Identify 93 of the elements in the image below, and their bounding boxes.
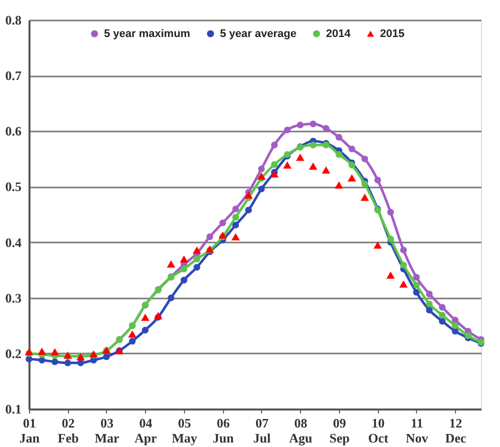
point [400, 262, 407, 268]
point [387, 208, 394, 216]
point [413, 274, 420, 281]
point [192, 246, 202, 254]
point [283, 161, 292, 169]
x-tick-label: 12 Dec [445, 416, 466, 446]
point [206, 233, 214, 240]
y-tick-label: 0.7 [5, 68, 22, 84]
point [322, 166, 330, 174]
point [374, 241, 382, 249]
x-tick-label: 07 Jul [253, 416, 272, 446]
point [310, 120, 316, 128]
point [194, 264, 200, 271]
y-tick-label: 0.5 [5, 179, 22, 194]
point [348, 146, 356, 152]
y-tick-label: 0.8 [5, 12, 22, 28]
point [360, 194, 369, 201]
point [271, 142, 278, 148]
point [296, 154, 304, 161]
point [271, 161, 278, 168]
point [438, 304, 446, 311]
point [38, 348, 46, 355]
point [426, 300, 433, 308]
point [180, 276, 188, 284]
x-tick-label: 04 Apr [134, 416, 158, 446]
point [374, 176, 382, 184]
y-tick-label: 0.3 [5, 290, 22, 306]
point [308, 162, 318, 170]
point [361, 180, 368, 188]
point [194, 256, 200, 262]
point [180, 255, 188, 263]
point [128, 338, 136, 345]
point [336, 151, 342, 158]
point [232, 206, 239, 212]
legend-label: 2015 [380, 28, 404, 40]
y-tick-label: 0.1 [5, 402, 22, 416]
point [50, 348, 60, 356]
point [310, 142, 316, 148]
x-tick-label: 06 Jun [212, 416, 234, 446]
point [258, 166, 265, 172]
x-tick-label: 11 Nov [406, 416, 429, 446]
point [336, 134, 342, 141]
point [400, 246, 407, 254]
x-tick-label: 09 Sep [329, 416, 350, 446]
y-tick-label: 0.2 [5, 346, 22, 361]
point [322, 125, 330, 132]
point [244, 191, 253, 199]
point [413, 282, 420, 288]
point [232, 222, 239, 228]
point [452, 322, 459, 329]
point [284, 126, 291, 134]
point [438, 318, 446, 325]
point [26, 356, 32, 362]
point [168, 294, 174, 302]
point [128, 330, 136, 338]
legend-label: 2014 [326, 28, 352, 40]
legend-label: 5 year average [220, 28, 296, 40]
point [361, 156, 368, 162]
point [180, 266, 188, 272]
x-tick-label: 03 Mar [94, 416, 120, 446]
point [257, 172, 266, 180]
point [452, 328, 459, 335]
point [464, 332, 472, 339]
x-tick-label: 08 Agu [289, 416, 312, 446]
point [426, 306, 433, 314]
point [232, 214, 239, 221]
point [231, 233, 240, 240]
point [438, 312, 446, 318]
point [334, 181, 344, 189]
x-tick-label: 02 Feb [58, 416, 79, 446]
point [166, 260, 176, 268]
y-tick-label: 0.4 [5, 234, 22, 250]
point [426, 290, 433, 298]
point [141, 314, 150, 321]
point [413, 288, 420, 296]
point [258, 186, 265, 192]
x-tick-label: 01 Jan [19, 416, 40, 446]
point [219, 219, 226, 226]
point [348, 174, 356, 182]
point [103, 353, 110, 360]
x-tick-label: 10 Oct [368, 416, 389, 446]
point [386, 271, 395, 279]
legend-label: 5 year maximum [104, 28, 190, 40]
point [142, 326, 149, 334]
x-tick-label: 05 May [172, 416, 198, 446]
point [387, 236, 394, 242]
point [399, 280, 408, 288]
point [296, 122, 304, 128]
point [64, 360, 72, 366]
point [348, 162, 356, 168]
point [245, 206, 252, 214]
point [51, 358, 58, 366]
y-tick-label: 0.6 [5, 124, 22, 139]
